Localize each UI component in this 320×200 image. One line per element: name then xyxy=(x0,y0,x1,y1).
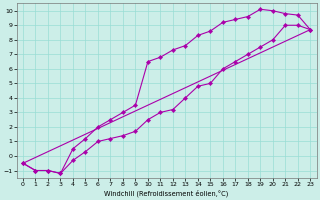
X-axis label: Windchill (Refroidissement éolien,°C): Windchill (Refroidissement éolien,°C) xyxy=(104,189,229,197)
